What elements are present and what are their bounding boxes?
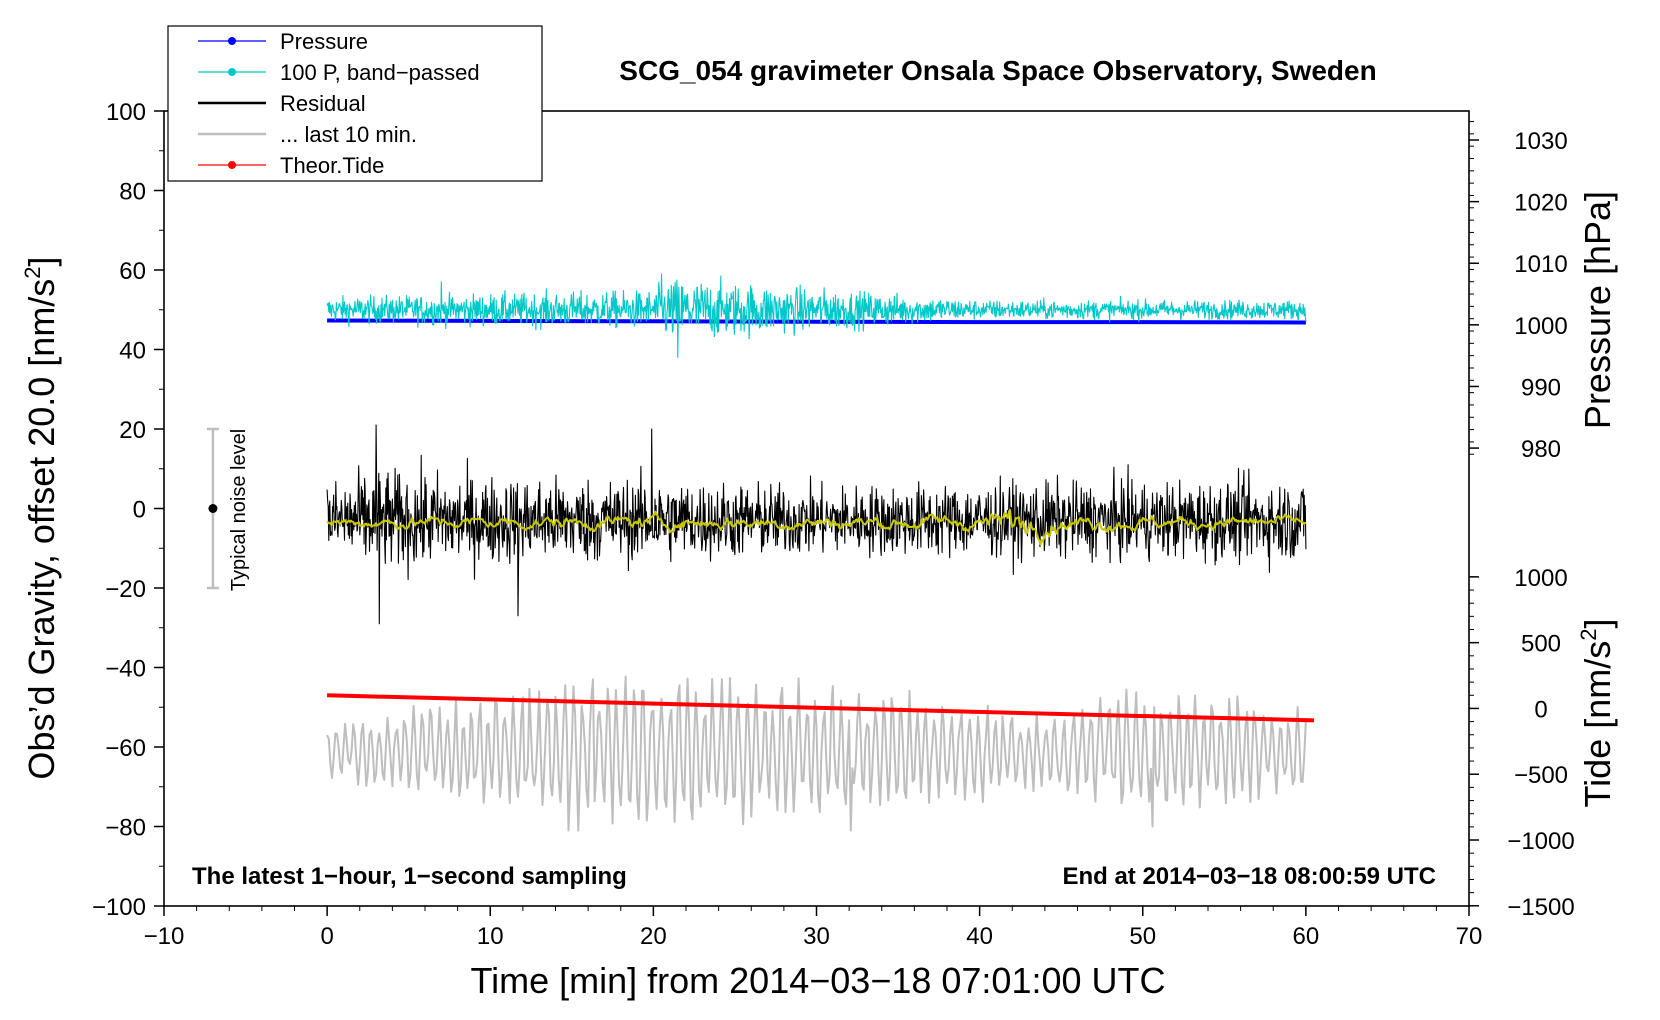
y-tick-label: 40	[119, 338, 146, 365]
y-axis-label-tide-close: ]	[1577, 619, 1618, 629]
y-axis-label-gravity: Obs’d Gravity, offset 20.0 [nm/s2]	[20, 256, 62, 779]
tide-tick-label: −500	[1514, 762, 1568, 789]
tide-tick-label: 0	[1534, 696, 1547, 723]
x-tick-label: 20	[640, 923, 667, 950]
y-axis-label-pressure: Pressure [hPa]	[1577, 191, 1618, 429]
chart-title: SCG_054 gravimeter Onsala Space Observat…	[619, 55, 1376, 86]
y-tick-label: 0	[133, 497, 146, 524]
x-tick-label: 70	[1456, 923, 1483, 950]
tide-tick-label: 1000	[1514, 565, 1567, 592]
legend-label-0: Pressure	[280, 29, 368, 54]
series-theor-tide	[327, 693, 1315, 723]
x-tick-label: 50	[1129, 923, 1156, 950]
pressure-tick-label: 990	[1521, 374, 1561, 401]
y-axis-label-gravity-text: Obs’d Gravity, offset 20.0 [nm/s	[21, 279, 62, 780]
y-tick-label: −80	[105, 815, 146, 842]
y-tick-label: 100	[106, 99, 146, 126]
legend-label-3: ... last 10 min.	[280, 122, 417, 147]
tide-tick-label: 500	[1521, 631, 1561, 658]
annotation-sampling: The latest 1−hour, 1−second sampling	[192, 863, 627, 890]
y-axis-label-tide: Tide [nm/s2]	[1576, 619, 1618, 808]
x-tick-label: 30	[803, 923, 830, 950]
pressure-tick-label: 1000	[1514, 313, 1567, 340]
x-tick-label: 40	[966, 923, 993, 950]
axes-frame: −10 0 10 20 30 40 50 60 70−100−80−60−40−20020406…	[92, 99, 1575, 950]
series-layer	[326, 273, 1315, 832]
pressure-tick-label: 1030	[1514, 128, 1567, 155]
y-axis-label-gravity-sup: 2	[20, 266, 45, 278]
y-tick-label: 80	[119, 179, 146, 206]
series-last-10-min	[326, 675, 1307, 832]
series-residual-1-min-mean	[326, 509, 1306, 546]
legend-dot-0	[228, 37, 236, 45]
x-tick-label: 0	[320, 923, 333, 950]
y-tick-label: 20	[119, 417, 146, 444]
x-tick-label: 60	[1293, 923, 1320, 950]
pressure-tick-label: 1020	[1514, 190, 1567, 217]
legend-dot-1	[228, 68, 236, 76]
y-tick-label: −100	[92, 894, 146, 921]
legend-label-4: Theor.Tide	[280, 153, 384, 178]
y-axis-label-tide-text: Tide [nm/s	[1577, 641, 1618, 808]
noise-level-label: Typical noise level	[228, 429, 250, 591]
x-tick-label: 10	[477, 923, 504, 950]
y-tick-label: −20	[105, 576, 146, 603]
y-axis-label-gravity-close: ]	[21, 256, 62, 266]
pressure-tick-label: 1010	[1514, 251, 1567, 278]
tide-tick-label: −1000	[1507, 828, 1574, 855]
tide-tick-label: −1500	[1507, 894, 1574, 921]
y-tick-label: −40	[105, 656, 146, 683]
legend-dot-4	[228, 161, 236, 169]
legend-label-2: Residual	[280, 91, 366, 116]
legend-label-1: 100 P, band−passed	[280, 60, 480, 85]
series-residual	[326, 424, 1307, 625]
x-axis-label: Time [min] from 2014−03−18 07:01:00 UTC	[470, 960, 1165, 1001]
legend: Pressure 100 P, band−passed Residual ... la…	[167, 25, 543, 182]
x-tick-label: −10	[144, 923, 185, 950]
noise-bar-center-dot	[208, 504, 218, 513]
pressure-tick-label: 980	[1521, 436, 1561, 463]
noise-level-indicator: Typical noise level	[206, 427, 250, 591]
annotation-end-time: End at 2014−03−18 08:00:59 UTC	[1062, 863, 1436, 890]
series-100-p-band-passed	[326, 273, 1307, 359]
y-tick-label: 60	[119, 258, 146, 285]
series-pressure	[327, 318, 1306, 325]
y-axis-label-tide-sup: 2	[1576, 629, 1601, 641]
y-tick-label: −60	[105, 735, 146, 762]
